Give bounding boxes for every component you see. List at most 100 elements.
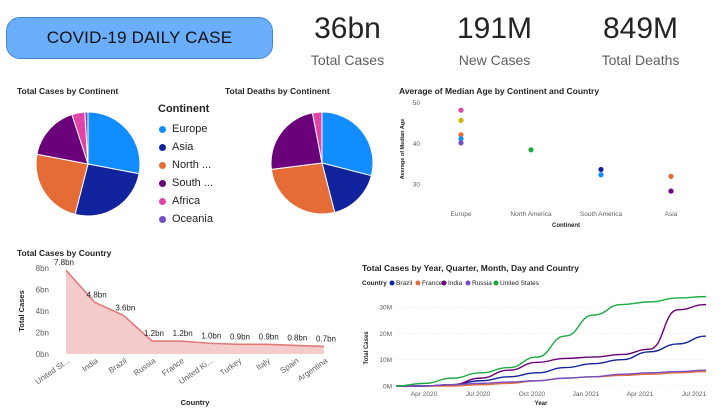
data-label: 7.8bn	[54, 258, 74, 267]
pie-slice[interactable]	[321, 111, 374, 177]
scatter-median-age[interactable]: 30 40 50 Europe North America South America As…	[396, 96, 712, 232]
y-tick-label: 0bn	[36, 350, 49, 359]
area-fill	[66, 270, 324, 354]
x-tick-label: North America	[510, 211, 552, 218]
y-tick-label: 6bn	[36, 286, 49, 295]
data-label: 1.2bn	[173, 329, 193, 338]
x-axis-title: Country	[181, 398, 211, 407]
scatter-point[interactable]	[458, 107, 464, 113]
legend-marker	[441, 280, 447, 286]
x-tick-label: Italy	[255, 356, 272, 372]
pie-slice[interactable]	[87, 111, 141, 175]
x-axis-title: Continent	[552, 223, 580, 229]
continent-legend-title: Continent	[158, 103, 210, 115]
pie-cases-title: Total Cases by Continent	[17, 86, 119, 96]
legend-marker	[159, 125, 166, 133]
x-tick-label: Russia	[132, 356, 158, 378]
x-tick-label: Brazil	[107, 356, 129, 375]
legend-item-africa[interactable]: Africa	[159, 192, 213, 210]
x-tick-label: Apr 2021	[627, 391, 654, 398]
pie-deaths-by-continent[interactable]	[268, 108, 378, 218]
legend-label: Brazil	[396, 280, 413, 287]
legend-marker	[415, 280, 421, 286]
y-tick-label: 0M	[383, 384, 392, 391]
y-tick-label: 10M	[379, 357, 392, 364]
dashboard-title[interactable]: COVID-19 DAILY CASE	[6, 17, 273, 59]
x-tick-label: South America	[580, 211, 623, 218]
legend-marker	[465, 280, 471, 286]
x-tick-label: United St...	[34, 356, 72, 386]
legend-label: United States	[500, 280, 540, 287]
pie-slice[interactable]	[74, 163, 140, 217]
line-total-cases-over-time[interactable]: Country Brazil France India Russia United Sta…	[360, 274, 714, 408]
data-label: 0.8bn	[287, 333, 307, 342]
pie-slice[interactable]	[270, 162, 336, 215]
area-total-cases-by-country[interactable]: 0bn 2bn 4bn 6bn 8bn 7.8bn 4.8bn 3.6bn 1.2bn 1.2bn…	[14, 258, 344, 408]
x-tick-label: Apr 2020	[411, 391, 438, 398]
legend-label: Africa	[172, 195, 201, 207]
pie-slice[interactable]	[35, 153, 89, 215]
legend-item-south-america[interactable]: South ...	[159, 174, 213, 192]
legend-label: Oceania	[172, 213, 213, 225]
x-tick-label: Spain	[279, 356, 301, 375]
data-label: 0.9bn	[259, 332, 279, 341]
legend-marker	[159, 143, 166, 151]
legend-marker	[493, 280, 499, 286]
legend-item-oceania[interactable]: Oceania	[159, 210, 213, 228]
pie-slice[interactable]	[36, 113, 89, 165]
legend-marker	[159, 197, 166, 205]
legend-label: North ...	[172, 159, 212, 171]
scatter-title: Average of Median Age by Continent and C…	[399, 86, 600, 96]
kpi-label: Total Deaths	[601, 52, 680, 68]
data-label: 1.0bn	[201, 331, 221, 340]
scatter-point[interactable]	[598, 172, 604, 178]
pie-slice[interactable]	[270, 112, 323, 170]
y-tick-label: 40	[413, 141, 421, 148]
y-axis-title: Total Cases	[17, 290, 26, 332]
line-legend-title: Country	[362, 280, 387, 287]
kpi-total-cases: 36bn Total Cases	[300, 14, 395, 69]
pie-slice[interactable]	[321, 162, 373, 214]
legend-item-europe[interactable]: Europe	[159, 120, 213, 138]
legend-label: India	[448, 280, 462, 287]
legend-label: South ...	[172, 177, 213, 189]
area-title: Total Cases by Country	[17, 248, 112, 258]
scatter-point[interactable]	[668, 173, 674, 179]
x-tick-label: Argentina	[296, 356, 330, 383]
scatter-point[interactable]	[458, 132, 464, 138]
x-tick-label: Jul 2020	[466, 391, 491, 398]
kpi-label: New Cases	[458, 52, 531, 68]
scatter-point[interactable]	[668, 188, 674, 194]
kpi-total-deaths: 849M Total Deaths	[593, 14, 688, 69]
y-tick-label: 50	[413, 100, 421, 107]
scatter-point[interactable]	[458, 140, 464, 146]
y-axis-title: Average of Median Age	[400, 119, 406, 179]
data-label: 3.6bn	[115, 303, 135, 312]
scatter-point[interactable]	[458, 136, 464, 142]
y-tick-label: 8bn	[36, 264, 49, 273]
scatter-point[interactable]	[598, 166, 604, 173]
scatter-point[interactable]	[458, 117, 464, 123]
series-line[interactable]	[395, 295, 707, 387]
kpi-new-cases: 191M New Cases	[447, 14, 542, 69]
kpi-label: Total Cases	[310, 52, 385, 68]
y-tick-label: 20M	[379, 331, 392, 338]
legend-item-asia[interactable]: Asia	[159, 138, 213, 156]
legend-item-north-america[interactable]: North ...	[159, 156, 213, 174]
y-tick-label: 30M	[379, 305, 392, 312]
data-label: 0.7bn	[316, 334, 336, 343]
data-label: 0.9bn	[230, 332, 250, 341]
legend-marker	[159, 161, 166, 169]
pie-cases-by-continent[interactable]	[30, 108, 146, 220]
data-label: 4.8bn	[87, 290, 107, 299]
x-tick-label: Turkey	[218, 356, 243, 377]
scatter-point[interactable]	[528, 147, 534, 153]
pie-slice[interactable]	[311, 111, 323, 164]
series-line[interactable]	[396, 369, 707, 387]
pie-slice[interactable]	[84, 111, 89, 165]
x-tick-label: India	[80, 356, 100, 374]
data-label: 1.2bn	[144, 329, 164, 338]
area-line	[65, 269, 325, 348]
y-axis-title: Total Cases	[364, 331, 370, 365]
legend-label: Europe	[172, 123, 208, 135]
